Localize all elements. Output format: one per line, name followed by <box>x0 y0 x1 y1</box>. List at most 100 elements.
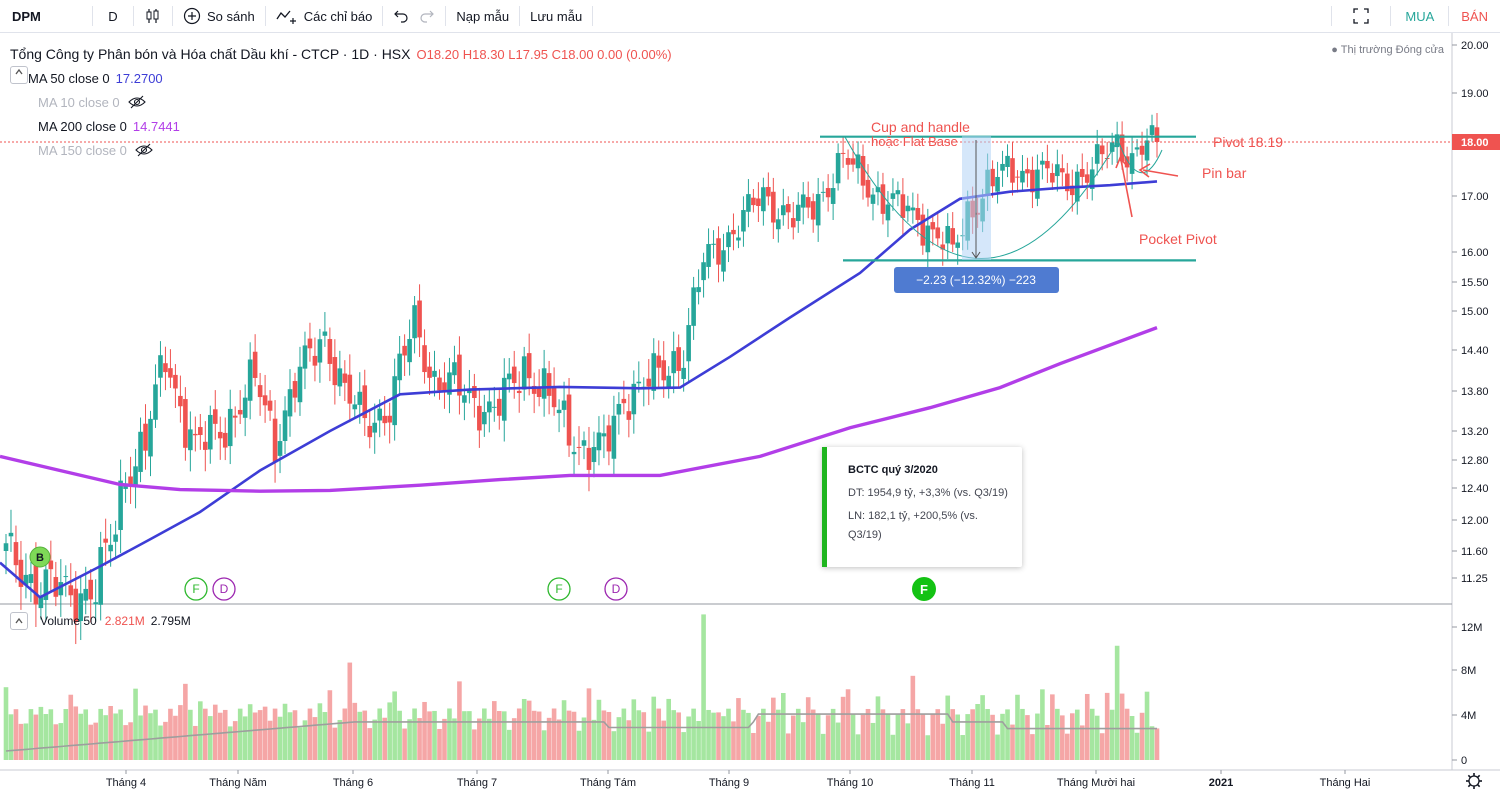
volume-bar <box>222 709 228 760</box>
volume-bar <box>915 709 921 760</box>
volume-bar <box>183 683 188 760</box>
volume-tick-label: 8M <box>1461 665 1476 677</box>
volume-collapse-button[interactable] <box>10 612 28 630</box>
volume-bar <box>442 718 447 760</box>
interval-button[interactable]: D <box>108 8 118 24</box>
current-price-label: 18.00 <box>1461 137 1489 149</box>
candle-body <box>860 156 866 186</box>
candle-body <box>33 565 39 605</box>
gear-icon[interactable] <box>1466 773 1482 789</box>
volume-legend: Volume 50 2.821M 2.795M <box>10 612 191 630</box>
price-tick-label: 11.25 <box>1461 573 1488 585</box>
candle-body <box>1055 164 1060 177</box>
candle-body <box>237 409 243 415</box>
event-marker-earnings[interactable]: F <box>547 577 571 601</box>
volume-bar <box>581 717 587 760</box>
volume-bar <box>1000 713 1005 760</box>
volume-bar <box>526 700 532 760</box>
volume-bar <box>83 709 89 760</box>
instrument-title: Tổng Công ty Phân bón và Hóa chất Dầu kh… <box>10 46 411 62</box>
candle-body <box>1030 169 1035 193</box>
price-tick-label: 17.00 <box>1461 191 1489 203</box>
candle-body <box>148 418 153 457</box>
volume-bar <box>880 709 886 760</box>
gear-icon-ring <box>1468 775 1480 787</box>
candle-body <box>850 158 856 165</box>
volume-value: 2.821M <box>104 614 145 628</box>
volume-bar <box>207 716 213 760</box>
symbol-search[interactable]: DPM <box>12 8 41 24</box>
save-template-button[interactable]: Lưu mẫu <box>530 8 583 24</box>
candle-body <box>790 218 796 228</box>
legend-ma-row[interactable]: MA 200 close 0 14.7441 <box>10 114 672 138</box>
price-tick-label: 14.40 <box>1461 345 1489 357</box>
volume-bar <box>985 709 990 760</box>
compare-button[interactable]: So sánh <box>173 0 265 32</box>
candle-body <box>930 222 936 230</box>
legend-ma-row[interactable]: MA 50 close 0 17.2700 <box>10 66 672 90</box>
volume-bar <box>1129 716 1135 760</box>
volume-bar <box>447 708 452 760</box>
legend-ma-row[interactable]: MA 10 close 0 <box>10 90 672 114</box>
buy-button[interactable]: MUA <box>1405 8 1435 24</box>
candle-body <box>78 593 84 622</box>
volume-bar <box>551 708 557 760</box>
candle-body <box>183 399 188 448</box>
eye-hidden-icon[interactable] <box>127 95 146 109</box>
volume-bar <box>1114 645 1120 760</box>
candle-body <box>696 287 701 293</box>
eye-hidden-icon[interactable] <box>135 143 153 157</box>
legend-ma-row[interactable]: MA 150 close 0 <box>10 138 672 162</box>
volume-bar <box>910 675 916 760</box>
candle-body <box>1050 172 1055 183</box>
event-marker-buy[interactable]: B <box>29 546 51 568</box>
volume-bar <box>860 714 866 760</box>
volume-bar <box>472 729 477 760</box>
volume-bar <box>118 709 123 760</box>
event-marker-dividend[interactable]: D <box>604 577 628 601</box>
candle-body <box>337 368 343 387</box>
load-template-button[interactable]: Nạp mẫu <box>456 8 510 24</box>
handle-curve[interactable] <box>1117 139 1163 173</box>
redo-button[interactable] <box>419 0 445 32</box>
time-tick-label: Tháng 7 <box>457 777 497 789</box>
candle-body <box>566 394 572 446</box>
candle-body <box>28 574 34 584</box>
event-marker-earnings[interactable]: F <box>184 577 208 601</box>
volume-bar <box>726 708 731 760</box>
candle-body <box>925 225 931 253</box>
time-tick-label: Tháng 6 <box>333 777 373 789</box>
candle-body <box>247 359 253 401</box>
candle-body <box>422 345 427 373</box>
market-status-text: Thị trường Đóng cửa <box>1340 44 1444 56</box>
volume-bar <box>1065 733 1070 760</box>
candle-body <box>207 414 213 450</box>
fullscreen-button[interactable] <box>1332 0 1390 32</box>
legend-collapse-button[interactable] <box>10 66 28 84</box>
candle-body <box>1149 125 1155 135</box>
candle-body <box>825 188 831 198</box>
sell-button[interactable]: BÁN <box>1461 8 1488 24</box>
candle-body <box>1035 169 1040 199</box>
pin-bar-label: Pin bar <box>1202 165 1247 181</box>
candle-body <box>591 447 597 463</box>
event-marker-dividend[interactable]: D <box>212 577 236 601</box>
indicators-button[interactable]: Các chỉ báo <box>266 0 383 32</box>
volume-bar <box>217 712 223 760</box>
candle-body <box>327 339 333 364</box>
volume-bar <box>995 734 1000 760</box>
candle-body <box>1005 155 1010 167</box>
earnings-marker-circle <box>912 577 936 601</box>
volume-bar <box>741 709 746 760</box>
price-chart[interactable]: 20.00 19.00 18.00 17.00 16.00 15.50 15.00 14.40… <box>0 33 1500 795</box>
volume-bar <box>751 732 756 760</box>
volume-bar <box>432 710 437 760</box>
chart-type-button[interactable] <box>134 0 172 32</box>
candle-body <box>776 219 781 230</box>
undo-button[interactable] <box>383 0 419 32</box>
candle-body <box>531 385 537 394</box>
dividend-marker-letter: D <box>612 582 621 596</box>
candle-body <box>940 244 946 250</box>
gear-icon-tooth <box>1467 774 1472 779</box>
event-marker-earnings-active[interactable]: F <box>912 577 936 601</box>
